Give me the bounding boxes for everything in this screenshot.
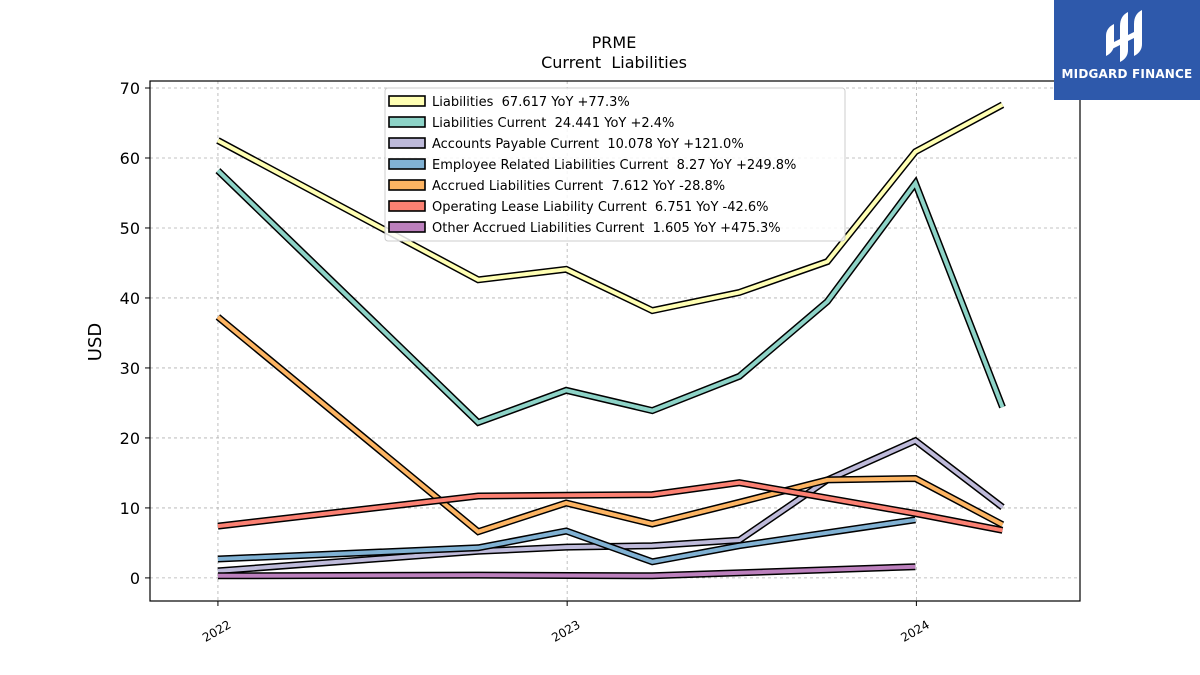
series-line-6 <box>217 563 916 580</box>
legend-box <box>384 87 846 242</box>
midgard-logo-icon <box>1106 10 1142 62</box>
series-line-1 <box>215 168 1006 427</box>
legend-label: Accounts Payable Current 10.078 YoY +121… <box>432 137 744 152</box>
series-path <box>216 103 1004 313</box>
series-line-4 <box>215 314 1005 536</box>
y-tick-label: 50 <box>120 219 140 238</box>
brand-logo: MIDGARD FINANCE <box>1054 0 1200 100</box>
legend-label: Operating Lease Liability Current 6.751 … <box>432 200 769 215</box>
y-tick-label: 40 <box>120 289 140 308</box>
series-path <box>216 315 1004 534</box>
legend-swatch <box>388 158 426 170</box>
series-path <box>217 517 916 564</box>
y-tick-label: 20 <box>120 429 140 448</box>
series-lines <box>215 101 1006 580</box>
y-tick-label: 30 <box>120 359 140 378</box>
x-tick-label: 2022 <box>200 617 233 644</box>
series-outline <box>215 314 1005 536</box>
legend: Liabilities 67.617 YoY +77.3% Liabilities… <box>384 87 846 242</box>
brand-name: MIDGARD FINANCE <box>1061 67 1193 81</box>
y-tick-label: 60 <box>120 149 140 168</box>
series-line-5 <box>217 479 1004 534</box>
series-line-3 <box>217 516 916 566</box>
x-tick-label: 2023 <box>549 617 582 644</box>
legend-swatch <box>388 200 426 212</box>
y-axis-label: USD <box>85 323 106 361</box>
x-axis: 2022 2023 2024 <box>200 601 932 645</box>
legend-swatch <box>388 221 426 233</box>
y-axis: 0 10 20 30 40 50 60 70 <box>120 79 150 588</box>
series-path <box>217 564 916 578</box>
y-tick-label: 70 <box>120 79 140 98</box>
legend-swatch <box>388 179 426 191</box>
y-tick-label: 0 <box>130 569 140 588</box>
legend-label: Liabilities 67.617 YoY +77.3% <box>432 95 630 110</box>
legend-label: Employee Related Liabilities Current 8.2… <box>432 158 796 173</box>
legend-label: Liabilities Current 24.441 YoY +2.4% <box>432 116 674 131</box>
y-tick-label: 10 <box>120 499 140 518</box>
series-path <box>216 169 1005 425</box>
series-path <box>217 480 1003 533</box>
legend-swatch <box>388 95 426 107</box>
series-line-0 <box>216 101 1005 315</box>
x-tick-label: 2024 <box>898 617 931 644</box>
chart-subtitle: Current Liabilities <box>541 53 687 72</box>
legend-label: Other Accrued Liabilities Current 1.605 … <box>432 221 781 236</box>
legend-swatch <box>388 137 426 149</box>
series-path <box>217 438 1004 573</box>
plot-frame <box>149 80 1081 602</box>
chart-title: PRME <box>592 33 637 52</box>
legend-label: Accrued Liabilities Current 7.612 YoY -2… <box>432 179 725 194</box>
series-line-2 <box>217 436 1005 575</box>
legend-swatch <box>388 116 426 128</box>
